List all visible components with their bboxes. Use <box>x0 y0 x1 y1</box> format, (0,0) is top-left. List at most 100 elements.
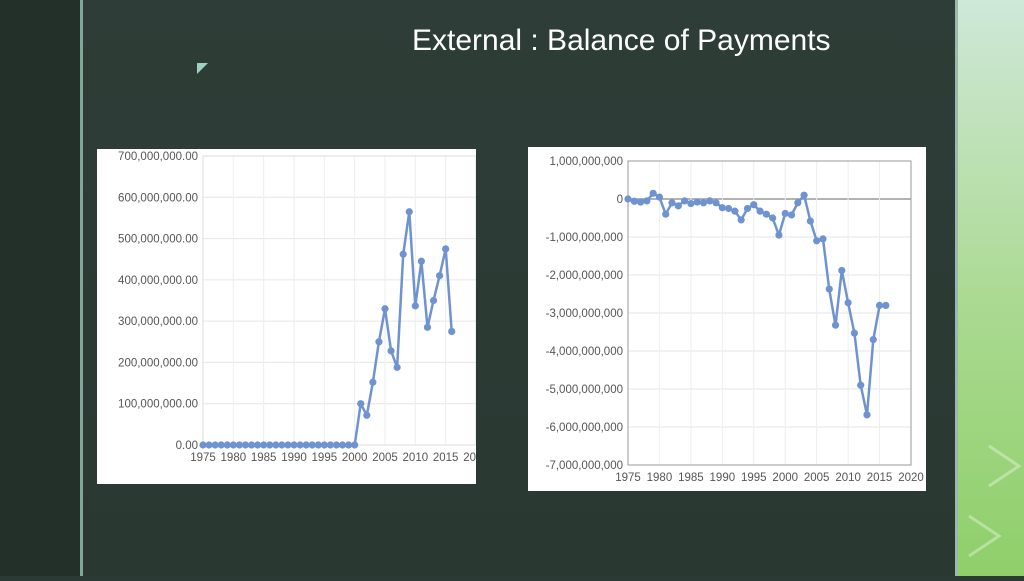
y-tick-label: 0.00 <box>176 440 198 452</box>
data-point <box>448 327 456 336</box>
x-tick-label: 1985 <box>678 472 704 484</box>
x-tick-label: 1985 <box>251 452 277 464</box>
data-point <box>417 257 425 265</box>
y-tick-label: -6,000,000,000 <box>546 422 623 434</box>
data-point <box>813 237 821 245</box>
data-point <box>290 441 298 449</box>
data-point <box>405 208 413 216</box>
data-point <box>351 441 359 449</box>
y-tick-label: -5,000,000,000 <box>546 384 623 396</box>
data-point <box>649 189 657 197</box>
data-point <box>731 207 739 215</box>
data-point <box>712 199 720 207</box>
x-tick-label: 2010 <box>403 452 429 464</box>
x-tick-label: 2000 <box>342 452 368 464</box>
data-point <box>326 441 334 449</box>
data-point <box>399 250 407 258</box>
data-point <box>630 197 638 205</box>
data-point <box>706 197 714 205</box>
data-point <box>687 199 695 208</box>
y-tick-label: 1,000,000,000 <box>549 156 623 168</box>
data-point <box>750 201 758 209</box>
data-point <box>369 378 377 386</box>
data-point <box>429 296 438 305</box>
chart-left: 0.00 100,000,000.00 200,000,000.00 300,000,… <box>97 149 476 484</box>
data-point <box>278 441 286 449</box>
x-tick-label: 2020 <box>463 452 476 464</box>
data-point <box>681 197 689 205</box>
data-point <box>381 305 389 313</box>
right-chevron-decoration <box>968 444 1022 558</box>
data-point <box>662 210 670 218</box>
x-tick-label: 1975 <box>615 472 641 484</box>
chart-right-plot: 1,000,000,000 0 -1,000,000,000 -2,000,000,0… <box>546 156 924 484</box>
right-accent-line <box>955 0 958 576</box>
data-point <box>357 400 365 408</box>
left-band <box>0 0 80 576</box>
data-point <box>844 299 852 307</box>
y-tick-label: -3,000,000,000 <box>546 308 623 320</box>
y-tick-label: 100,000,000.00 <box>118 399 198 411</box>
right-decorative-band <box>955 0 1024 576</box>
x-tick-label: 1990 <box>710 472 736 484</box>
y-tick-label: 500,000,000.00 <box>118 234 198 246</box>
data-point <box>223 441 231 449</box>
data-point <box>850 329 858 337</box>
y-tick-label: 0 <box>617 194 623 206</box>
data-point <box>668 199 676 207</box>
x-tick-label: 2010 <box>835 472 861 484</box>
plot-frame <box>627 160 912 466</box>
y-tick-label: 200,000,000.00 <box>118 357 198 369</box>
x-tick-label: 2000 <box>772 472 798 484</box>
data-point <box>636 198 645 206</box>
data-point <box>247 441 256 449</box>
data-point <box>743 204 752 213</box>
data-point <box>241 441 250 449</box>
y-tick-label: 400,000,000.00 <box>118 275 198 287</box>
data-point <box>693 198 701 206</box>
x-tick-label: 2005 <box>372 452 398 464</box>
data-point <box>375 338 383 346</box>
y-tick-label: 600,000,000.00 <box>118 192 198 204</box>
x-tick-label: 2015 <box>433 452 459 464</box>
x-tick-label: 1995 <box>741 472 767 484</box>
data-point <box>229 441 237 449</box>
chart-right: 1,000,000,000 0 -1,000,000,000 -2,000,000,0… <box>528 147 926 491</box>
data-point <box>718 204 726 212</box>
data-point <box>819 235 827 243</box>
data-point <box>806 217 814 225</box>
data-point <box>869 336 877 344</box>
data-point <box>800 191 808 199</box>
data-point <box>699 199 708 207</box>
y-tick-label: -4,000,000,000 <box>546 346 623 358</box>
x-tick-label: 1980 <box>221 452 247 464</box>
data-point <box>387 347 395 355</box>
x-tick-label: 1995 <box>312 452 338 464</box>
data-point <box>235 441 243 449</box>
data-point <box>423 323 432 331</box>
data-point <box>863 411 871 419</box>
data-point <box>794 199 802 207</box>
data-point <box>674 202 682 210</box>
data-point <box>762 210 770 218</box>
data-point <box>882 301 890 309</box>
slide-title: External : Balance of Payments <box>412 24 831 57</box>
data-point <box>272 441 280 449</box>
data-point <box>442 245 450 253</box>
x-tick-label: 1975 <box>190 452 216 464</box>
series-line <box>203 210 453 447</box>
data-point <box>838 266 846 275</box>
y-tick-label: -1,000,000,000 <box>546 232 623 244</box>
y-tick-label: -2,000,000,000 <box>546 270 623 282</box>
data-point <box>436 272 444 280</box>
data-point <box>737 216 745 224</box>
data-point <box>211 441 219 449</box>
data-point <box>320 441 328 449</box>
data-point <box>205 441 213 449</box>
data-point <box>345 441 353 449</box>
data-point <box>254 441 262 449</box>
x-tick-label: 2020 <box>898 472 924 484</box>
data-point <box>787 211 796 219</box>
data-point <box>756 207 764 215</box>
x-tick-label: 2015 <box>867 472 893 484</box>
